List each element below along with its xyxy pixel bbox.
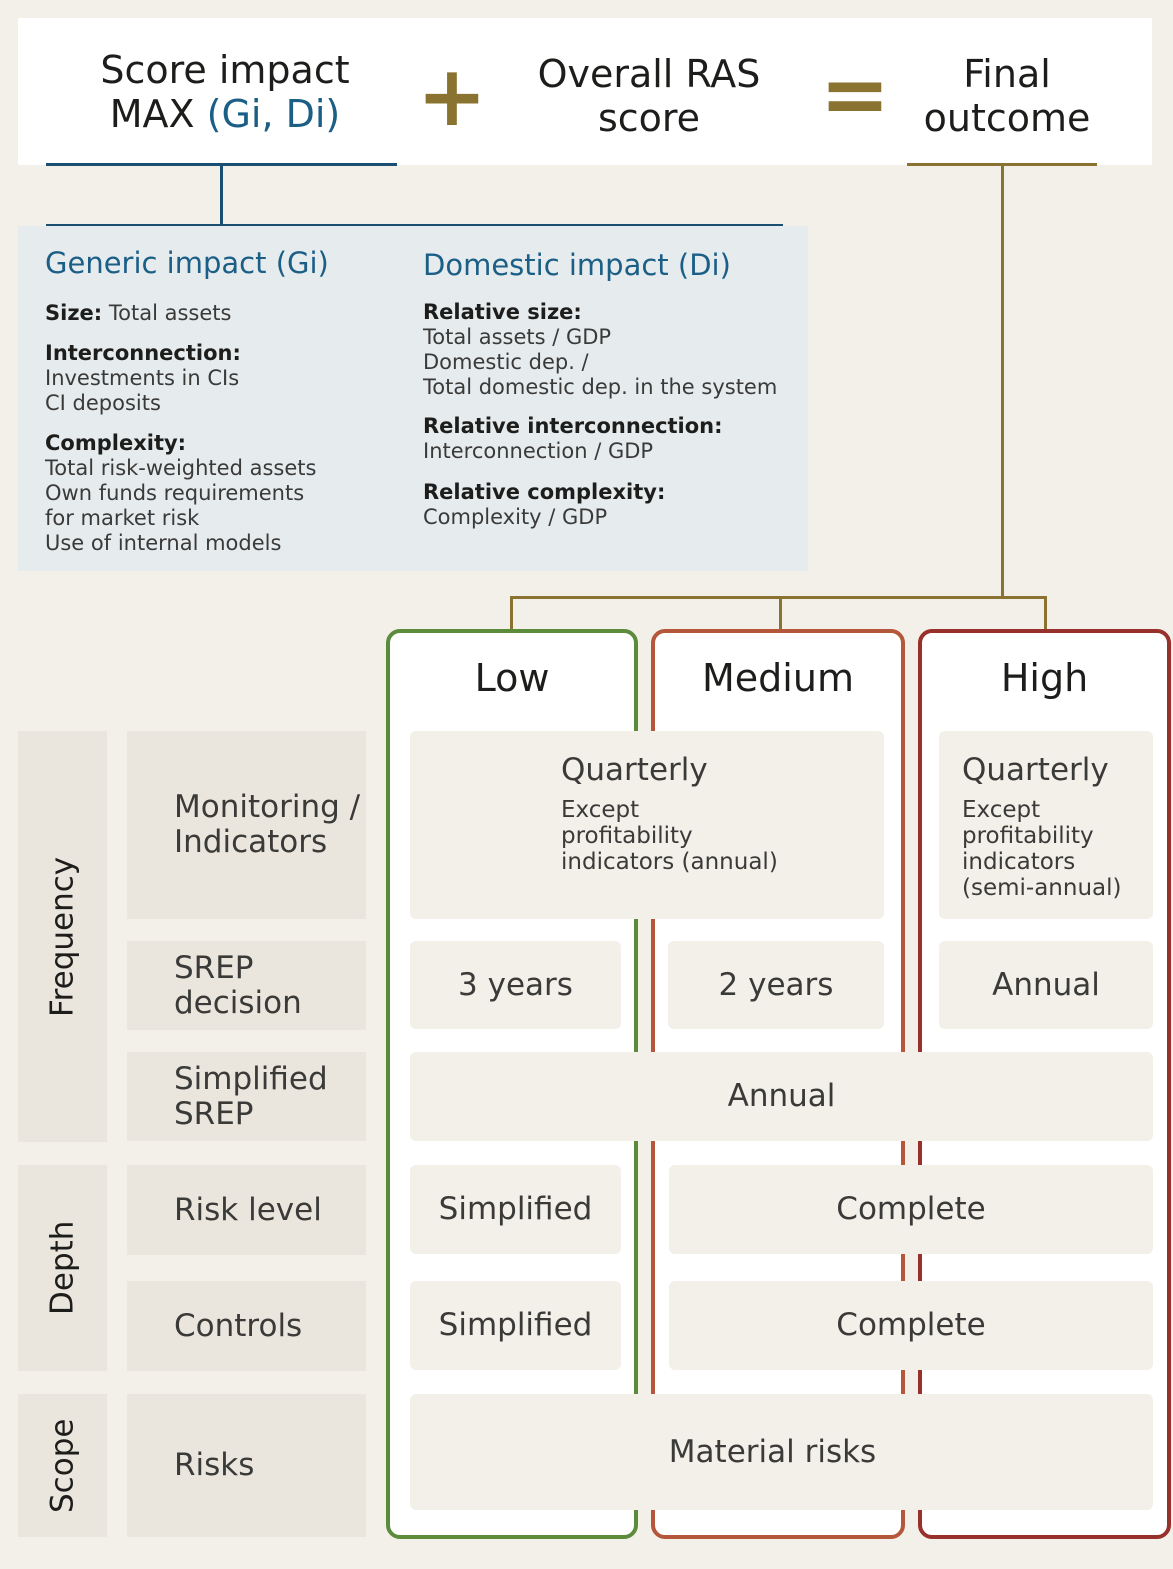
cell-srep-low: 3 years [410,941,621,1029]
formula-header [18,18,1152,165]
score-impact-stem [220,165,223,225]
max-text: MAX [109,92,207,136]
cell-controls-low: Simplified [410,1281,621,1370]
ras-line1: Overall RAS [537,52,761,96]
domestic-interconnection-value: Interconnection / GDP [423,439,654,463]
domestic-complexity-label: Relative complexity: [423,480,666,504]
monitoring-low-medium-title: Quarterly [561,752,708,788]
cell-monitoring-low-medium: Quarterly Except profitability indicator… [410,731,884,919]
generic-interconnection-value: CI deposits [45,391,161,415]
frequency-label: Frequency [44,856,81,1017]
depth-group: Depth [18,1165,107,1371]
generic-impact-section: Generic impact (Gi) Size: Total assets I… [45,246,329,556]
levels-bracket-line [510,596,1047,599]
cell-risk-level-medium-high: Complete [669,1165,1153,1254]
impact-panel [18,226,808,571]
generic-size-value: Total assets [102,301,232,325]
score-impact-line2: MAX (Gi, Di) [60,92,390,136]
monitoring-label-line: Indicators [174,824,328,860]
score-impact-underline [46,163,397,166]
plus-sign: + [416,47,488,145]
domestic-size-value: Total assets / GDP [423,325,612,349]
row-label-monitoring: Monitoring / Indicators [127,731,366,919]
note-line: profitability [962,823,1094,849]
simplified-srep-label-line: SREP [174,1095,254,1132]
generic-interconnection-label: Interconnection: [45,341,241,365]
monitoring-high-note: Except profitability indicators (semi-an… [962,797,1121,901]
generic-impact-title: Generic impact (Gi) [45,246,329,280]
final-line1: Final [963,52,1051,96]
row-label-simplified-srep: Simplified SREP [127,1052,366,1141]
domestic-size-value: Domestic dep. / [423,350,589,374]
score-impact-line1: Score impact [100,48,350,92]
high-connector [1044,596,1047,630]
generic-complexity-value: Total risk-weighted assets [45,456,317,480]
impact-bracket-line [46,224,783,227]
generic-complexity-value: Use of internal models [45,531,282,555]
scope-group: Scope [18,1394,107,1537]
medium-connector [779,596,782,630]
final-line2: outcome [923,96,1091,140]
domestic-complexity-value: Complexity / GDP [423,505,608,529]
cell-controls-medium-high: Complete [669,1281,1153,1370]
cell-srep-high: Annual [939,941,1153,1029]
gi-di-text: (Gi, Di) [206,92,341,136]
frequency-group: Frequency [18,731,107,1142]
domestic-size-value: Total domestic dep. in the system [423,375,778,399]
note-line: indicators (annual) [561,849,778,875]
ras-score-label: Overall RAS score [518,52,780,140]
final-outcome-underline [907,163,1097,166]
srep-decision-label-line: SREP [174,949,254,986]
final-outcome-stem [1001,165,1004,597]
domestic-interconnection-label: Relative interconnection: [423,414,723,438]
low-connector [510,596,513,630]
note-line: (semi-annual) [962,875,1122,901]
note-line: Except [561,797,640,823]
depth-label: Depth [44,1220,81,1316]
cell-risk-level-low: Simplified [410,1165,621,1254]
monitoring-high-title: Quarterly [962,752,1109,788]
cell-simplified-srep-all: Annual [410,1052,1153,1141]
scope-label: Scope [44,1418,81,1513]
monitoring-label-line: Monitoring / [174,789,361,825]
domestic-impact-section: Domestic impact (Di) Relative size: Tota… [423,248,777,530]
domestic-size-label: Relative size: [423,300,582,324]
generic-complexity-value: for market risk [45,506,200,530]
row-label-srep-decision: SREP decision [127,941,366,1030]
row-label-risks: Risks [127,1394,366,1537]
low-level-title: Low [474,656,550,700]
note-line: Except [962,797,1041,823]
cell-risks-all: Material risks [410,1394,1153,1510]
generic-complexity-value: Own funds requirements [45,481,305,505]
generic-complexity-label: Complexity: [45,431,187,455]
high-level-title: High [1000,656,1089,700]
generic-size-label: Size: [45,301,103,325]
simplified-srep-label-line: Simplified [174,1060,328,1097]
cell-srep-medium: 2 years [668,941,884,1029]
score-impact-label: Score impact MAX (Gi, Di) [60,48,390,136]
cell-monitoring-high: Quarterly Except profitability indicator… [939,731,1153,919]
generic-size: Size: Total assets [45,301,329,326]
note-line: indicators [962,849,1076,875]
equals-sign: = [819,45,891,143]
domestic-impact-title: Domestic impact (Di) [423,248,731,282]
row-label-risk-level: Risk level [127,1165,366,1255]
medium-level-title: Medium [702,656,854,700]
monitoring-low-medium-note: Except profitability indicators (annual) [561,797,778,875]
note-line: profitability [561,823,693,849]
final-outcome-label: Final outcome [912,52,1102,140]
row-label-controls: Controls [127,1281,366,1371]
srep-decision-label-line: decision [174,984,302,1021]
generic-interconnection-value: Investments in CIs [45,366,240,390]
ras-line2: score [597,96,701,140]
